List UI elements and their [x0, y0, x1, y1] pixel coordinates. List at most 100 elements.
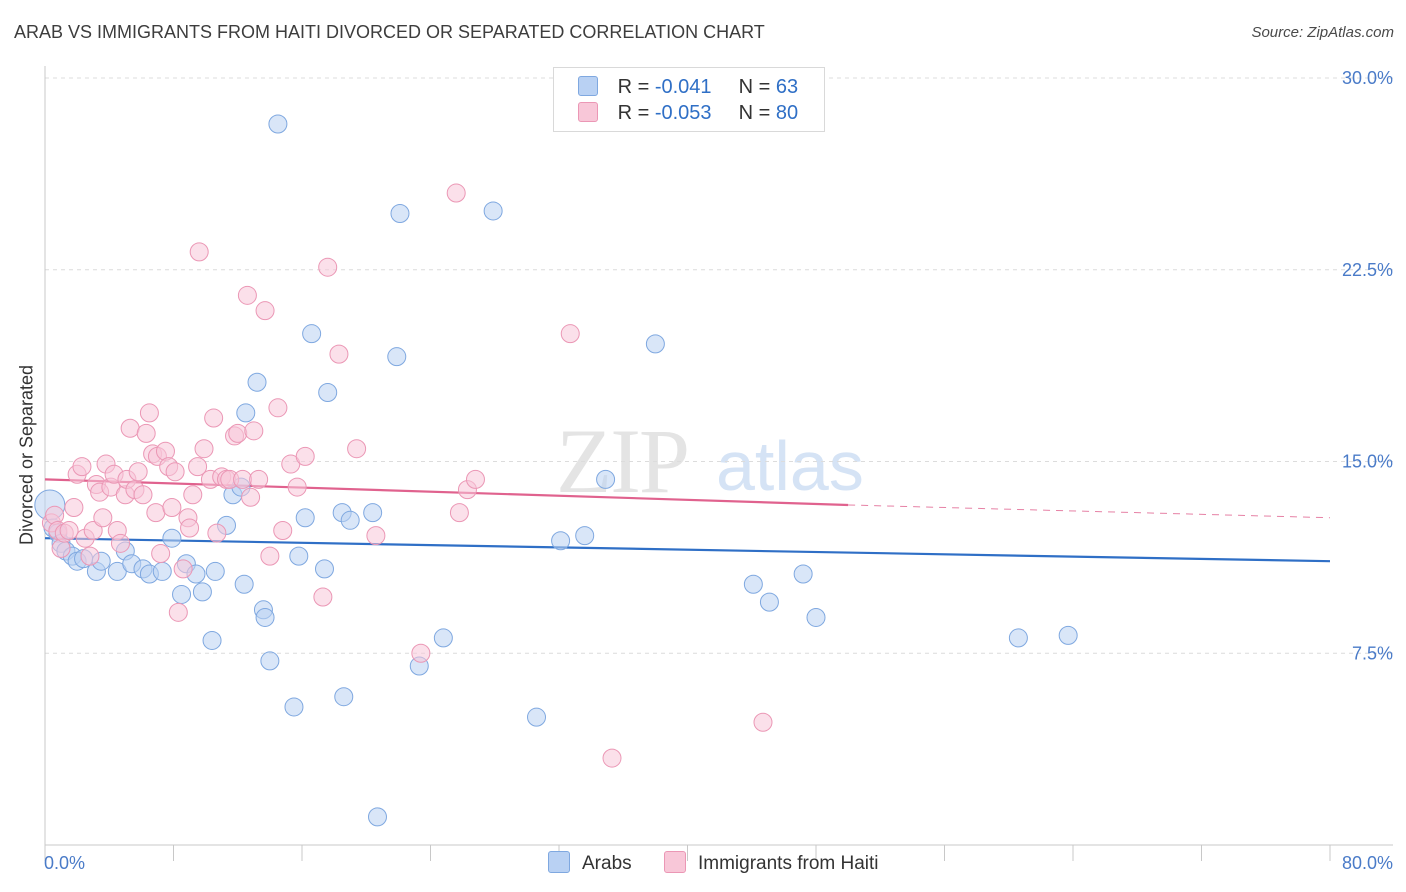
legend-r-label: R = — [617, 102, 655, 124]
y-axis-label: Divorced or Separated — [16, 364, 37, 546]
haiti-point — [45, 505, 65, 525]
svg-text:atlas: atlas — [716, 427, 864, 505]
haiti-point — [139, 403, 159, 423]
haiti-legend-swatch — [664, 851, 686, 873]
haiti-point — [313, 587, 333, 607]
chart-title: ARAB VS IMMIGRANTS FROM HAITI DIVORCED O… — [14, 22, 765, 42]
legend-row-arabs: R = -0.041 N = 63 — [578, 76, 798, 102]
haiti-point — [151, 544, 171, 564]
haiti-point — [188, 457, 208, 477]
haiti-point — [136, 423, 156, 443]
legend-label-haiti: Immigrants from Haiti — [698, 853, 879, 874]
arab-point — [759, 592, 779, 612]
haiti-point — [120, 418, 140, 438]
arab-point — [433, 628, 453, 648]
data-points — [34, 114, 1078, 827]
stats-legend: R = -0.041 N = 63 R = -0.053 N = 80 — [553, 67, 825, 132]
arab-point — [806, 607, 826, 627]
arab-point — [302, 324, 322, 344]
arab-point — [527, 707, 547, 727]
chart-source: Source: ZipAtlas.com — [1251, 24, 1394, 41]
arab-point — [192, 582, 212, 602]
arab-point — [390, 204, 410, 224]
arab-point — [575, 526, 595, 546]
haiti-point — [110, 533, 130, 553]
haiti-point — [59, 521, 79, 541]
haiti-point — [165, 462, 185, 482]
watermark: ZIP atlas — [556, 410, 864, 512]
arab-point — [268, 114, 288, 134]
legend-n-label: N = — [738, 102, 776, 124]
arab-point — [645, 334, 665, 354]
arab-point — [234, 574, 254, 594]
haiti-point — [449, 503, 469, 523]
arab-point — [152, 561, 172, 581]
haiti-point — [180, 518, 200, 538]
haiti-point — [162, 498, 182, 518]
arab-point — [551, 531, 571, 551]
arab-point — [793, 564, 813, 584]
haiti-point — [155, 441, 175, 461]
arab-point — [340, 510, 360, 530]
trend-lines — [44, 478, 1331, 563]
haiti-point — [287, 477, 307, 497]
arab-point — [483, 201, 503, 221]
arab-point — [743, 574, 763, 594]
haiti-point — [602, 748, 622, 768]
haiti-point — [194, 439, 214, 459]
axes — [44, 66, 1393, 861]
arab-point — [1008, 628, 1028, 648]
haiti-point — [64, 498, 84, 518]
legend-label-arabs: Arabs — [582, 853, 632, 874]
arab-point — [236, 403, 256, 423]
haiti-point — [93, 508, 113, 528]
haiti-point — [146, 503, 166, 523]
arabs-legend-swatch — [548, 851, 570, 873]
arab-point — [284, 697, 304, 717]
arab-point — [202, 630, 222, 650]
grid-lines — [45, 77, 1393, 654]
arab-point — [260, 651, 280, 671]
legend-item-haiti[interactable]: Immigrants from Haiti — [664, 851, 879, 875]
arab-point — [289, 546, 309, 566]
arab-point — [363, 503, 383, 523]
haiti-point — [329, 344, 349, 364]
haiti-point — [189, 242, 209, 262]
y-tick-label: 30.0% — [1342, 68, 1393, 88]
haiti-point — [168, 602, 188, 622]
haiti-point — [233, 469, 253, 489]
haiti-point — [560, 324, 580, 344]
haiti-point — [83, 521, 103, 541]
legend-n-label: N = — [738, 76, 776, 98]
tick-labels: 7.5% 15.0% 22.5% 30.0% 0.0% 80.0% — [44, 68, 1393, 873]
haiti-point — [128, 462, 148, 482]
arab-point — [318, 382, 338, 402]
y-tick-label: 15.0% — [1342, 452, 1393, 472]
haiti-point — [268, 398, 288, 418]
haiti-point — [183, 485, 203, 505]
arab-point — [255, 607, 275, 627]
arabs-trend-line — [44, 537, 1331, 563]
haiti-point — [273, 521, 293, 541]
y-tick-label: 22.5% — [1342, 260, 1393, 280]
haiti-point — [51, 538, 71, 558]
haiti-point — [446, 183, 466, 203]
haiti-point — [80, 546, 100, 566]
arab-point — [295, 508, 315, 528]
haiti-point — [173, 559, 193, 579]
haiti-trend-line — [44, 478, 849, 507]
x-tick-label: 80.0% — [1342, 853, 1393, 873]
haiti-point — [366, 526, 386, 546]
haiti-point — [347, 439, 367, 459]
arab-point — [172, 584, 192, 604]
legend-item-arabs[interactable]: Arabs — [548, 851, 632, 875]
arab-point — [334, 687, 354, 707]
haiti-trend-extension — [848, 504, 1331, 519]
arab-point — [367, 807, 387, 827]
arab-point — [247, 372, 267, 392]
y-tick-label: 7.5% — [1352, 643, 1393, 663]
haiti-point — [241, 487, 261, 507]
legend-r-value: -0.041 — [654, 76, 712, 98]
x-tick-label: 0.0% — [44, 853, 85, 873]
